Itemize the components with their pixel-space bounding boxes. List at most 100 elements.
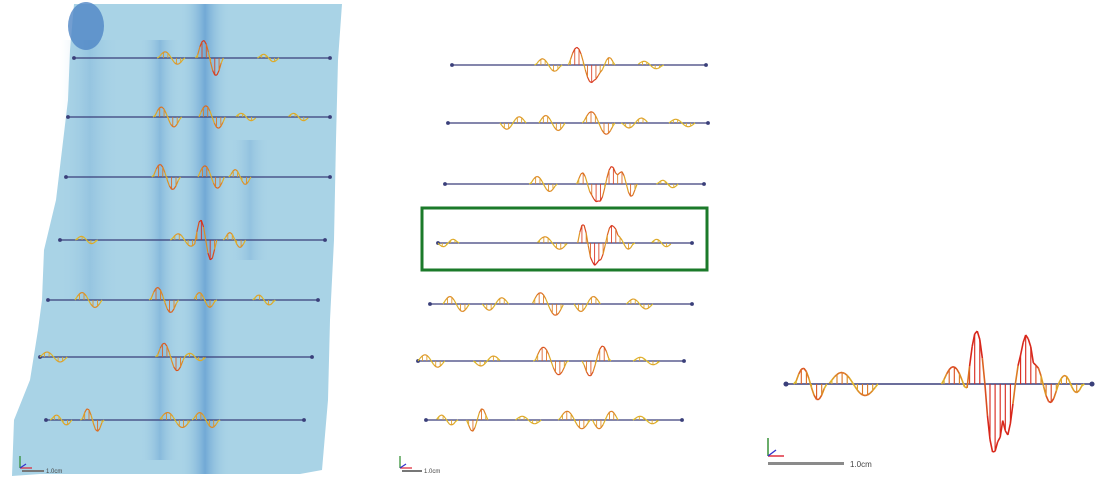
profile-outline xyxy=(580,310,584,313)
profile-outline xyxy=(552,367,556,373)
profile-outline xyxy=(538,119,542,124)
profile-outline xyxy=(200,412,204,416)
profile-outline xyxy=(446,242,450,246)
profile-outline xyxy=(164,302,168,310)
profile-outline xyxy=(634,357,638,361)
profile-outline xyxy=(1009,403,1014,424)
profile-outline xyxy=(542,58,546,61)
profile-outline xyxy=(157,287,161,291)
profile-outline xyxy=(645,419,649,423)
profile-outline xyxy=(1076,389,1080,394)
profile-outline xyxy=(468,425,472,431)
profile-outline xyxy=(593,78,597,81)
profile-line xyxy=(44,408,306,432)
profile-outline xyxy=(227,231,231,235)
profile-outline xyxy=(591,295,594,298)
profile-outline xyxy=(583,365,588,372)
profile-outline xyxy=(610,165,614,169)
profile-outline xyxy=(417,357,421,362)
profile-outline xyxy=(1065,375,1070,381)
profile-outline xyxy=(578,173,582,179)
profile-outline xyxy=(444,297,448,301)
profile-outline xyxy=(501,297,505,300)
profile-outline xyxy=(668,120,672,124)
profile-outline xyxy=(606,411,610,416)
profile-outline xyxy=(182,57,186,61)
profile-outline xyxy=(1027,338,1032,348)
profile-outline xyxy=(305,117,309,121)
profile-outline xyxy=(1070,386,1075,392)
profile-outline xyxy=(438,414,442,418)
profile-outline xyxy=(578,309,581,313)
profile-endpoint xyxy=(704,63,708,67)
profile-outline xyxy=(589,191,593,196)
profile-outline xyxy=(263,299,267,304)
profile-outline xyxy=(996,436,1001,443)
profile-outline xyxy=(536,60,540,65)
profile-endpoint xyxy=(682,359,686,363)
profile-outline xyxy=(628,299,632,303)
scale-bar xyxy=(768,462,844,465)
profile-outline xyxy=(237,171,241,177)
profile-outline xyxy=(194,231,198,245)
profile-outline xyxy=(650,65,654,69)
profile-outline xyxy=(211,249,216,259)
profile-outline xyxy=(538,58,542,62)
profile-outline xyxy=(170,123,174,128)
profile-endpoint xyxy=(328,56,332,60)
profile-outline xyxy=(164,172,168,181)
profile-outline xyxy=(50,353,55,358)
profile-outline xyxy=(174,419,178,424)
profile-outline xyxy=(573,303,577,308)
profile-outline xyxy=(475,362,479,366)
profile-outline xyxy=(209,257,213,261)
profile-outline xyxy=(581,119,585,124)
profile-outline xyxy=(551,312,555,316)
profile-outline xyxy=(274,59,278,63)
profile-outline xyxy=(793,380,797,385)
profile-outline xyxy=(599,345,603,350)
profile-outline xyxy=(179,360,184,367)
profile-outline xyxy=(442,415,446,419)
profile-outline xyxy=(648,362,652,365)
profile-outline xyxy=(634,299,638,302)
stack-profile-group xyxy=(416,46,710,432)
profile-line xyxy=(72,39,332,76)
profile-outline xyxy=(549,239,553,244)
profile-outline xyxy=(488,356,492,360)
profile-outline xyxy=(599,196,604,202)
profile-outline xyxy=(664,180,668,184)
scale-bar xyxy=(22,470,44,472)
profile-outline xyxy=(1025,334,1029,340)
profile-outline xyxy=(629,126,633,129)
profile-outline xyxy=(634,416,638,420)
profile-outline xyxy=(647,305,651,309)
profile-outline xyxy=(202,357,206,360)
profile-outline xyxy=(580,172,584,175)
profile-outline xyxy=(527,419,531,423)
profile-outline xyxy=(166,179,170,187)
profile-outline xyxy=(586,183,591,192)
profile-outline xyxy=(202,226,207,241)
profile-endpoint xyxy=(443,182,447,186)
profile-outline xyxy=(651,240,655,243)
profile-outline xyxy=(610,57,614,62)
profile-outline xyxy=(585,371,590,376)
profile-outline xyxy=(228,173,232,178)
profile-outline xyxy=(193,294,198,300)
profile-outline xyxy=(198,111,202,118)
profile-line xyxy=(66,105,332,129)
profile-outline xyxy=(690,124,694,127)
profile-endpoint xyxy=(328,115,332,119)
profile-outline xyxy=(209,305,213,309)
profile-outline xyxy=(48,352,52,355)
profile-outline xyxy=(587,419,591,424)
profile-outline xyxy=(150,291,155,298)
profile-outline xyxy=(1055,382,1060,392)
profile-line xyxy=(46,286,320,313)
profile-outline xyxy=(202,105,206,108)
profile-outline xyxy=(244,115,248,119)
profile-outline xyxy=(514,116,518,121)
profile-outline xyxy=(567,59,572,66)
profile-outline xyxy=(87,299,92,305)
